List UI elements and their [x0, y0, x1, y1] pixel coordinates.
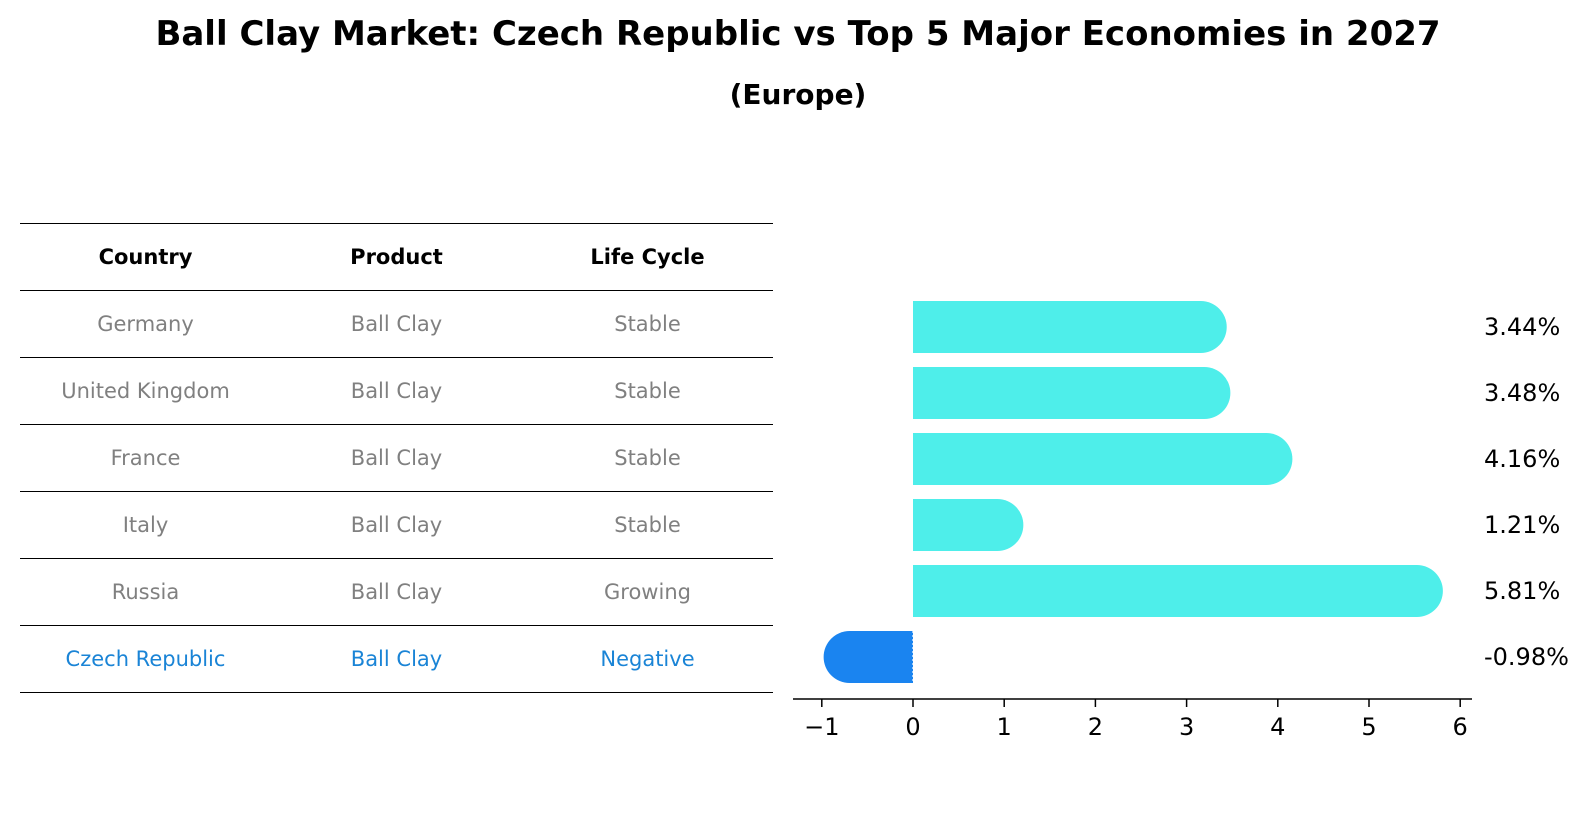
cell-life-cycle: Growing — [522, 558, 773, 626]
cell-product: Ball Clay — [271, 625, 522, 693]
table-row: Germany Ball Clay Stable — [20, 290, 773, 358]
table-row: Russia Ball Clay Growing — [20, 558, 773, 626]
value-label: 3.48% — [1484, 379, 1560, 407]
bar-czech-republic — [823, 631, 913, 683]
cell-country: Czech Republic — [20, 625, 271, 693]
header-country: Country — [20, 223, 271, 291]
x-tick-label: 5 — [1361, 713, 1376, 741]
header-life-cycle: Life Cycle — [522, 223, 773, 291]
x-tick-label: 2 — [1088, 713, 1103, 741]
bar-united-kingdom — [913, 367, 1231, 419]
comparison-table: Country Product Life Cycle Germany Ball … — [20, 223, 773, 693]
cell-country: Russia — [20, 558, 271, 626]
table-header-row: Country Product Life Cycle — [20, 223, 773, 291]
table-row: France Ball Clay Stable — [20, 424, 773, 492]
cell-product: Ball Clay — [271, 290, 522, 358]
cell-life-cycle: Stable — [522, 357, 773, 425]
chart-subtitle: (Europe) — [729, 78, 867, 111]
bar-germany — [913, 301, 1227, 353]
chart-title: Ball Clay Market: Czech Republic vs Top … — [155, 14, 1441, 54]
value-label: 1.21% — [1484, 511, 1560, 539]
value-label: -0.98% — [1484, 643, 1569, 671]
x-tick-label: 1 — [997, 713, 1012, 741]
bar-russia — [913, 565, 1443, 617]
table-row-highlighted: Czech Republic Ball Clay Negative — [20, 625, 773, 693]
cell-product: Ball Clay — [271, 357, 522, 425]
x-tick-label: 4 — [1270, 713, 1285, 741]
cell-life-cycle: Stable — [522, 290, 773, 358]
header-product: Product — [271, 223, 522, 291]
x-tick-label: 3 — [1179, 713, 1194, 741]
cell-country: United Kingdom — [20, 357, 271, 425]
cell-life-cycle: Stable — [522, 491, 773, 559]
table-row: United Kingdom Ball Clay Stable — [20, 357, 773, 425]
cell-product: Ball Clay — [271, 558, 522, 626]
cell-life-cycle: Negative — [522, 625, 773, 693]
cell-life-cycle: Stable — [522, 424, 773, 492]
x-tick-label: 0 — [905, 713, 920, 741]
cell-country: Italy — [20, 491, 271, 559]
value-label: 4.16% — [1484, 445, 1560, 473]
bar-italy — [913, 499, 1024, 551]
table-row: Italy Ball Clay Stable — [20, 491, 773, 559]
cell-product: Ball Clay — [271, 424, 522, 492]
cell-country: Germany — [20, 290, 271, 358]
x-tick-label: 6 — [1453, 713, 1468, 741]
value-label: 5.81% — [1484, 577, 1560, 605]
value-label: 3.44% — [1484, 313, 1560, 341]
bar-france — [913, 433, 1293, 485]
cell-country: France — [20, 424, 271, 492]
x-tick-label: −1 — [804, 713, 839, 741]
cell-product: Ball Clay — [271, 491, 522, 559]
